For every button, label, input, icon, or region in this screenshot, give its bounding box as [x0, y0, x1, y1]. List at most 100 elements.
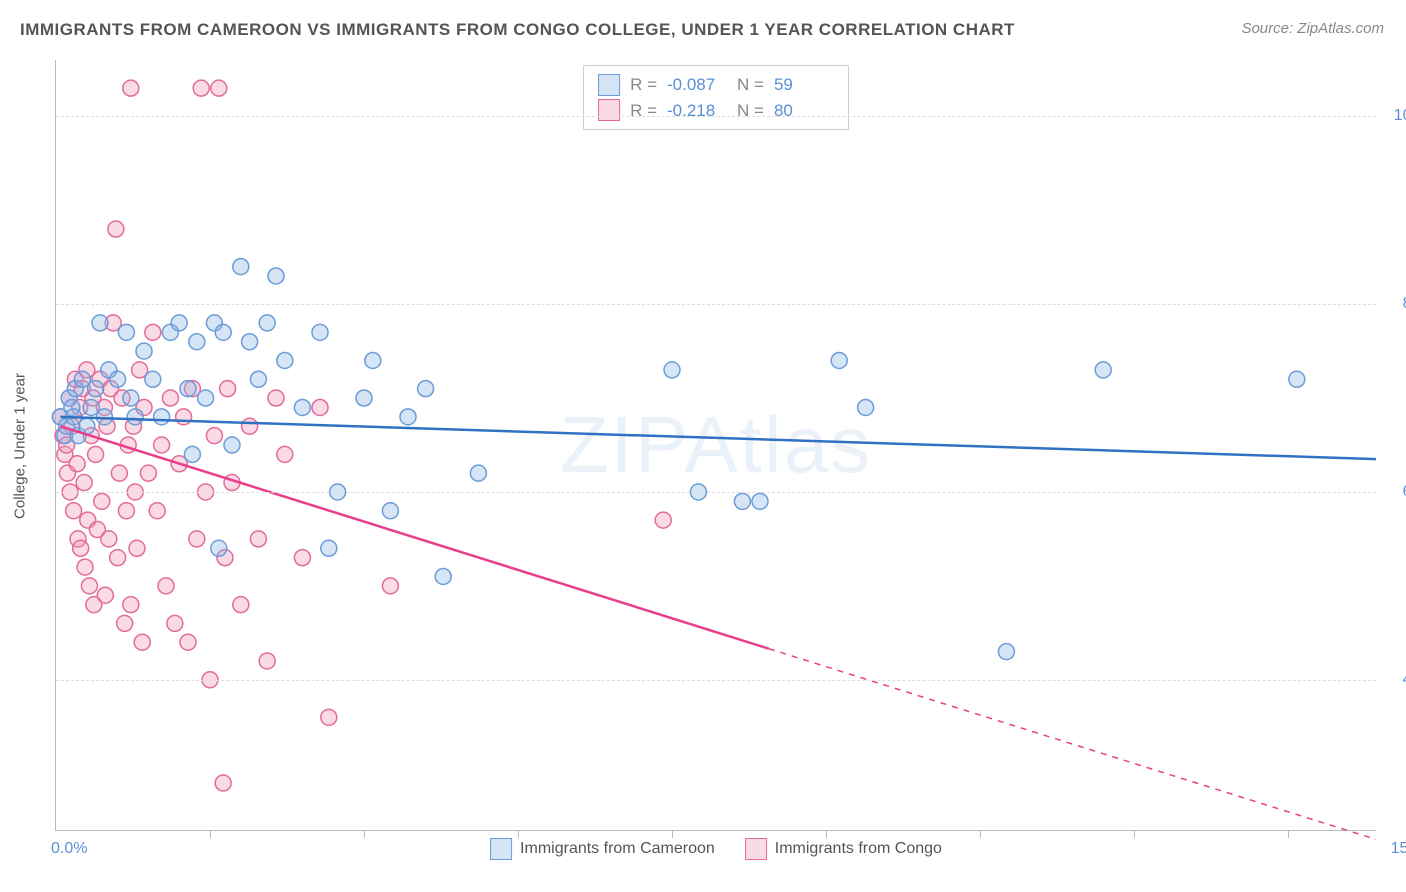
scatter-point [154, 437, 170, 453]
gridline-h [56, 680, 1376, 681]
gridline-h [56, 304, 1376, 305]
scatter-point [73, 540, 89, 556]
scatter-point [752, 493, 768, 509]
scatter-point [233, 597, 249, 613]
scatter-point [268, 390, 284, 406]
plot-area: ZIPAtlas R = -0.087 N = 59 R = -0.218 N … [55, 60, 1376, 831]
legend-bottom: Immigrants from Cameroon Immigrants from… [490, 838, 942, 860]
scatter-point [69, 456, 85, 472]
scatter-point [655, 512, 671, 528]
scatter-point [215, 775, 231, 791]
scatter-point [312, 324, 328, 340]
scatter-point [206, 428, 222, 444]
scatter-point [268, 268, 284, 284]
x-minor-tick [210, 830, 211, 838]
scatter-point [118, 503, 134, 519]
scatter-point [250, 371, 266, 387]
swatch-legend-2 [745, 838, 767, 860]
scatter-point [180, 634, 196, 650]
scatter-point [1095, 362, 1111, 378]
scatter-point [108, 221, 124, 237]
scatter-point [92, 315, 108, 331]
scatter-point [321, 709, 337, 725]
scatter-point [734, 493, 750, 509]
scatter-point [88, 381, 104, 397]
trend-line [60, 426, 768, 648]
scatter-point [294, 399, 310, 415]
scatter-point [118, 324, 134, 340]
scatter-point [435, 568, 451, 584]
scatter-point [198, 390, 214, 406]
scatter-point [123, 80, 139, 96]
scatter-point [211, 80, 227, 96]
legend-item-series1: Immigrants from Cameroon [490, 838, 715, 860]
scatter-point [154, 409, 170, 425]
source-attribution: Source: ZipAtlas.com [1241, 20, 1384, 37]
scatter-point [242, 334, 258, 350]
scatter-point [1289, 371, 1305, 387]
scatter-point [259, 653, 275, 669]
scatter-point [110, 550, 126, 566]
scatter-point [81, 578, 97, 594]
scatter-point [129, 540, 145, 556]
scatter-point [220, 381, 236, 397]
scatter-point [184, 446, 200, 462]
scatter-point [215, 324, 231, 340]
chart-title: IMMIGRANTS FROM CAMEROON VS IMMIGRANTS F… [20, 20, 1015, 40]
scatter-point [123, 597, 139, 613]
y-tick-label: 80.0% [1403, 295, 1406, 313]
scatter-point [127, 409, 143, 425]
scatter-point [418, 381, 434, 397]
scatter-point [77, 559, 93, 575]
scatter-point [110, 371, 126, 387]
scatter-point [158, 578, 174, 594]
scatter-point [171, 315, 187, 331]
scatter-point [162, 390, 178, 406]
scatter-point [470, 465, 486, 481]
scatter-point [321, 540, 337, 556]
legend-item-series2: Immigrants from Congo [745, 838, 942, 860]
gridline-h [56, 492, 1376, 493]
x-minor-tick [364, 830, 365, 838]
scatter-point [189, 334, 205, 350]
x-minor-tick [1134, 830, 1135, 838]
scatter-point [382, 503, 398, 519]
scatter-point [123, 390, 139, 406]
x-tick-label: 15.0% [1391, 840, 1406, 858]
scatter-point [180, 381, 196, 397]
scatter-point [365, 352, 381, 368]
scatter-point [224, 437, 240, 453]
trend-line [60, 417, 1376, 459]
x-minor-tick [1288, 830, 1289, 838]
y-tick-label: 100.0% [1394, 107, 1406, 125]
y-tick-label: 40.0% [1403, 671, 1406, 689]
scatter-point [382, 578, 398, 594]
scatter-point [111, 465, 127, 481]
y-tick-label: 60.0% [1403, 483, 1406, 501]
scatter-point [117, 615, 133, 631]
x-minor-tick [980, 830, 981, 838]
scatter-point [94, 493, 110, 509]
scatter-point [140, 465, 156, 481]
scatter-point [136, 343, 152, 359]
x-tick-label: 0.0% [51, 840, 87, 858]
scatter-point [233, 259, 249, 275]
scatter-point [167, 615, 183, 631]
scatter-point [134, 634, 150, 650]
swatch-legend-1 [490, 838, 512, 860]
legend-label-1: Immigrants from Cameroon [520, 840, 715, 858]
scatter-point [193, 80, 209, 96]
x-minor-tick [672, 830, 673, 838]
x-minor-tick [826, 830, 827, 838]
scatter-point [858, 399, 874, 415]
gridline-h [56, 116, 1376, 117]
scatter-point [242, 418, 258, 434]
trend-line-dashed [769, 649, 1376, 840]
scatter-point [664, 362, 680, 378]
scatter-point [250, 531, 266, 547]
chart-svg [56, 60, 1376, 830]
scatter-point [101, 531, 117, 547]
scatter-point [66, 503, 82, 519]
legend-label-2: Immigrants from Congo [775, 840, 942, 858]
scatter-point [294, 550, 310, 566]
